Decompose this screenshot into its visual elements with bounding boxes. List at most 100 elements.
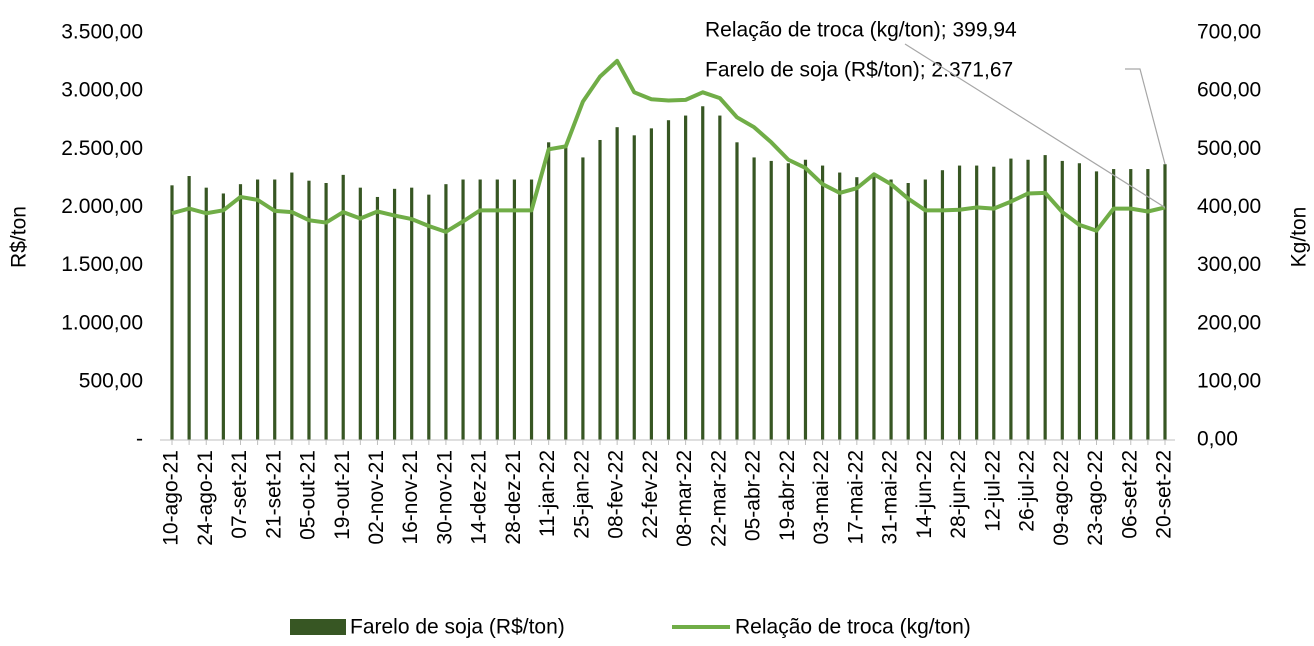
y2-tick-label: 300,00	[1197, 253, 1261, 276]
bar	[290, 172, 294, 441]
x-tick-label: 28-dez-21	[502, 450, 525, 545]
bar	[735, 142, 739, 440]
bar	[1094, 171, 1099, 440]
annotation: Relação de troca (kg/ton); 399,94	[705, 19, 1017, 42]
bar	[444, 184, 448, 440]
bar	[701, 106, 705, 440]
x-tick-label: 12-jul-22	[981, 450, 1004, 532]
y-tick-label: 2.000,00	[61, 195, 143, 218]
bar	[752, 157, 756, 440]
annotation: Farelo de soja (R$/ton); 2.371,67	[705, 59, 1013, 82]
x-tick-label: 10-ago-21	[160, 450, 183, 546]
bar	[1112, 169, 1116, 440]
y-tick-label: 3.500,00	[61, 21, 143, 44]
bar	[803, 159, 808, 440]
x-tick-label: 05-out-21	[297, 450, 320, 540]
x-tick-label: 07-set-21	[228, 450, 251, 539]
y2-tick-label: 200,00	[1197, 311, 1261, 334]
bar	[820, 165, 825, 440]
x-tick-label: 23-ago-22	[1084, 450, 1107, 546]
bar	[238, 184, 243, 440]
x-tick-label: 14-dez-21	[468, 450, 491, 545]
bar	[358, 187, 362, 440]
x-tick-label: 30-nov-21	[433, 450, 456, 545]
bar	[478, 179, 482, 440]
bar	[495, 179, 499, 440]
bar	[684, 115, 688, 440]
x-tick-label: 21-set-21	[262, 450, 285, 539]
y-tick-label: -	[136, 428, 143, 451]
bar	[1009, 158, 1013, 441]
bar	[581, 157, 585, 440]
bar	[1043, 155, 1047, 440]
y2-tick-label: 700,00	[1197, 21, 1261, 44]
y-axis-title: R$/ton	[8, 206, 31, 268]
bar	[940, 170, 945, 440]
bar	[221, 193, 225, 440]
x-tick-label: 25-jan-22	[570, 450, 593, 539]
bar	[256, 179, 260, 440]
x-tick-label: 22-fev-22	[639, 450, 662, 539]
bar	[427, 194, 431, 440]
legend-swatch	[290, 619, 346, 635]
x-tick-label: 05-abr-22	[742, 450, 765, 541]
x-tick-label: 20-set-22	[1153, 450, 1176, 539]
x-tick-label: 22-mar-22	[707, 450, 730, 547]
y2-tick-label: 600,00	[1197, 79, 1261, 102]
x-tick-label: 02-nov-21	[365, 450, 388, 545]
y-tick-label: 1.500,00	[61, 253, 143, 276]
y-tick-label: 500,00	[79, 369, 143, 392]
line	[171, 58, 1166, 234]
bar	[718, 115, 722, 440]
x-tick-label: 03-mai-22	[810, 450, 833, 545]
bar	[975, 165, 979, 440]
bar	[1129, 169, 1133, 440]
bar	[786, 163, 790, 441]
bar	[666, 120, 671, 440]
bar	[324, 183, 328, 440]
y2-tick-label: 100,00	[1197, 369, 1261, 392]
bar	[1163, 164, 1167, 440]
y-tick-label: 2.500,00	[61, 137, 143, 160]
bar	[855, 177, 859, 441]
bar	[872, 173, 876, 440]
bar	[632, 135, 636, 440]
y-tick-label: 1.000,00	[61, 311, 143, 334]
bar	[375, 196, 380, 440]
bar	[838, 172, 842, 441]
bar	[906, 183, 910, 440]
x-tick-label: 17-mai-22	[844, 450, 867, 545]
bar	[273, 179, 277, 440]
bar	[341, 174, 345, 440]
bar	[923, 179, 927, 440]
bar	[512, 179, 517, 440]
x-tick-label: 19-out-21	[331, 450, 354, 540]
bar	[187, 176, 191, 440]
bar	[1060, 160, 1064, 440]
bar	[957, 165, 962, 440]
bar	[889, 179, 893, 440]
bar	[410, 187, 414, 440]
bar	[992, 166, 996, 440]
x-tick-label: 28-jun-22	[947, 450, 970, 539]
y2-tick-label: 0,00	[1197, 428, 1238, 451]
x-tick-label: 06-set-22	[1118, 450, 1141, 539]
leader-line	[1125, 68, 1166, 165]
x-tick-label: 31-mai-22	[879, 450, 902, 545]
bar	[1146, 169, 1150, 440]
x-tick-label: 11-jan-22	[536, 450, 559, 537]
bar	[615, 127, 619, 440]
leader-line	[904, 43, 1166, 208]
y2-axis-title: Kg/ton	[1288, 207, 1311, 268]
x-tick-label: 14-jun-22	[913, 450, 936, 539]
x-tick-label: 08-mar-22	[673, 450, 696, 547]
bar	[598, 139, 602, 441]
bar	[307, 180, 311, 440]
y-tick-label: 3.000,00	[61, 79, 143, 102]
bar	[392, 188, 397, 440]
x-tick-label: 09-ago-22	[1050, 450, 1073, 546]
bar	[1026, 159, 1030, 440]
bar	[547, 142, 551, 440]
bar	[461, 179, 465, 440]
